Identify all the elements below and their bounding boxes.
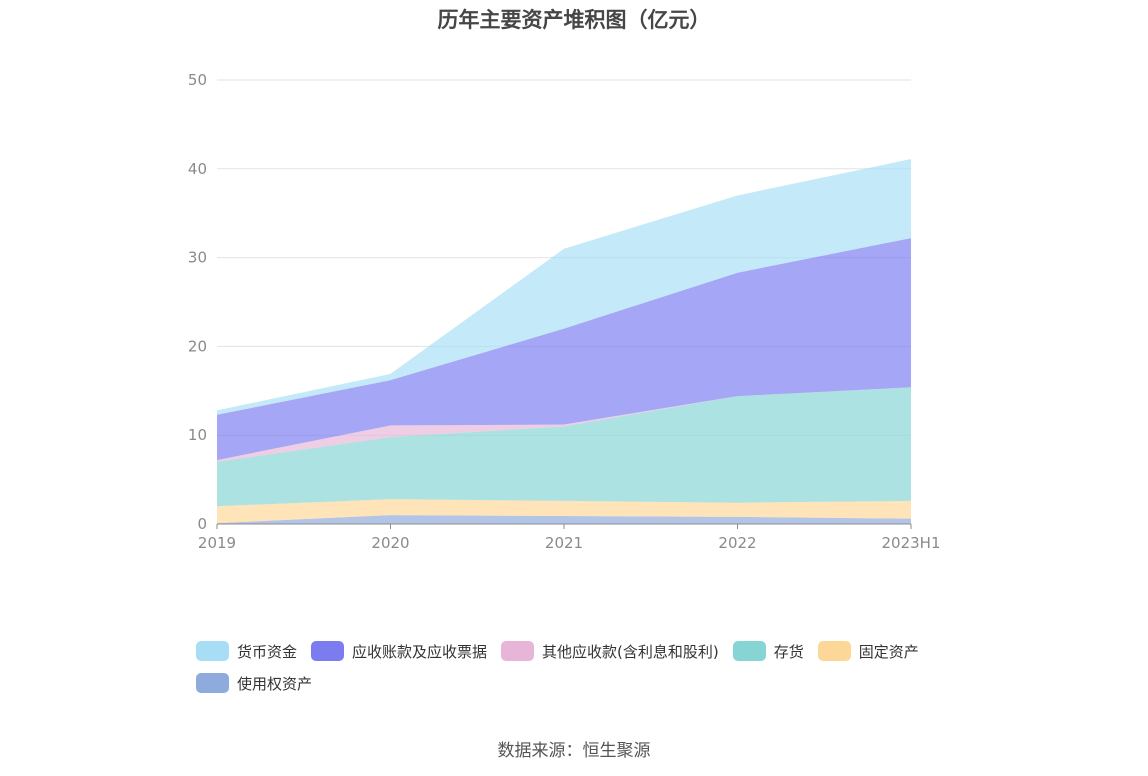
x-tick-label: 2019 (198, 534, 236, 552)
legend-item[interactable]: 货币资金 (196, 640, 297, 662)
chart-title: 历年主要资产堆积图（亿元） (437, 8, 711, 32)
area-series-0[interactable] (217, 515, 911, 524)
chart-plot: 0 10 20 30 40 50 2019 2020 2021 2022 2023H1 (188, 71, 941, 552)
area-series-4[interactable] (217, 238, 911, 461)
legend-label: 存货 (773, 642, 804, 661)
y-tick-label: 20 (188, 337, 207, 355)
legend-swatch (732, 641, 766, 661)
area-series-5[interactable] (217, 159, 911, 415)
legend-item[interactable]: 应收账款及应收票据 (311, 640, 487, 662)
x-tick-label: 2022 (718, 534, 756, 552)
legend-swatch (501, 641, 535, 661)
legend-item[interactable]: 其他应收款(含利息和股利) (501, 640, 719, 662)
legend-swatch (196, 673, 229, 693)
legend-swatch (311, 641, 345, 661)
legend-item[interactable]: 固定资产 (817, 640, 919, 662)
y-tick-label: 40 (188, 160, 207, 178)
legend-label: 货币资金 (237, 642, 298, 661)
legend-label: 固定资产 (858, 642, 919, 661)
y-tick-label: 30 (188, 249, 207, 267)
x-tick-label: 2021 (545, 534, 583, 552)
y-tick-label: 10 (188, 426, 207, 444)
y-tick-label: 50 (188, 71, 207, 89)
area-layer (217, 159, 911, 524)
legend-item[interactable]: 存货 (732, 640, 804, 662)
x-tick-label: 2020 (371, 534, 409, 552)
area-series-2[interactable] (217, 387, 911, 507)
area-series-1[interactable] (217, 499, 911, 524)
legend-swatch (196, 641, 229, 661)
legend-label: 使用权资产 (237, 674, 313, 693)
axis-layer: 0 10 20 30 40 50 2019 2020 2021 2022 2023H1 (188, 71, 941, 552)
legend-swatch (817, 641, 851, 661)
legend: 货币资金 应收账款及应收票据 其他应收款(含利息和股利) 存货 固定资产使用权资产 (196, 640, 986, 694)
y-tick-label: 0 (197, 515, 207, 533)
legend-label: 其他应收款(含利息和股利) (542, 642, 719, 661)
x-tick-label: 2023H1 (882, 534, 941, 552)
legend-item[interactable]: 使用权资产 (196, 672, 312, 694)
source-note: 数据来源：恒生聚源 (497, 741, 651, 761)
legend-label: 应收账款及应收票据 (352, 642, 488, 661)
